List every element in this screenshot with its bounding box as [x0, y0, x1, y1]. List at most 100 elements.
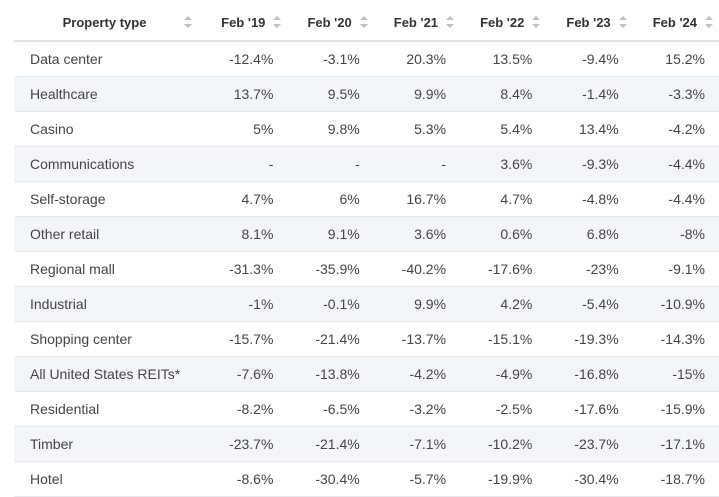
header-label: Feb '23 — [566, 14, 611, 30]
table-cell-value: -4.9% — [460, 356, 547, 392]
table-cell-value: - — [373, 146, 461, 182]
table-cell-value: 13.7% — [201, 76, 288, 112]
table-cell-value: -14.3% — [632, 321, 719, 357]
table-cell-value: -8.6% — [201, 461, 288, 497]
column-header-2[interactable]: Feb '21 — [373, 4, 461, 42]
table-cell-value: -19.9% — [460, 461, 547, 497]
table-row: Communications - - -3.6% -9.3% -4.4% — [14, 146, 719, 182]
table-cell-value: 3.6% — [460, 146, 547, 182]
header-cell-content: Feb '20 — [287, 15, 373, 30]
table-cell-value: -8.2% — [201, 391, 288, 427]
table-cell-value: -21.4% — [287, 321, 374, 357]
row-label: Residential — [14, 391, 202, 427]
table-cell-value: - — [201, 146, 288, 182]
table-cell-value: -4.2% — [632, 111, 719, 147]
table-cell-value: -6.5% — [287, 391, 374, 427]
table-cell-value: -4.4% — [632, 181, 719, 217]
row-label: Other retail — [14, 216, 202, 252]
sort-ascending-icon — [359, 16, 368, 20]
table-cell-value: -4.4% — [632, 146, 719, 182]
table-cell-value: -3.2% — [373, 391, 461, 427]
table-cell-value: -13.7% — [373, 321, 461, 357]
table-row: Residential -8.2% -6.5% -3.2% -2.5% -17.6% -15… — [14, 391, 719, 427]
table-cell-value: -8% — [632, 216, 719, 252]
sort-descending-icon — [618, 24, 627, 28]
table-row: Self-storage 4.7% 6% 16.7% 4.7% -4.8% -4.4% — [14, 181, 719, 217]
sort-arrows-icon[interactable] — [705, 16, 713, 28]
table-row: Other retail 8.1% 9.1% 3.6% 0.6% 6.8% -8% — [14, 216, 719, 252]
table-cell-value: -10.9% — [632, 286, 719, 322]
sort-arrows-icon[interactable] — [618, 16, 627, 28]
table-body: Data center -12.4% -3.1% 20.3% 13.5% -9.4% 15.… — [14, 41, 719, 497]
table-row: Data center -12.4% -3.1% 20.3% 13.5% -9.4% 15.… — [14, 41, 719, 77]
table-cell-value: 16.7% — [373, 181, 461, 217]
table-cell-value: 13.5% — [460, 41, 547, 77]
sort-ascending-icon — [273, 16, 282, 20]
table-cell-value: -15% — [632, 356, 719, 392]
table-cell-value: -19.3% — [546, 321, 633, 357]
table-row: Hotel -8.6% -30.4% -5.7% -19.9% -30.4% -18.7% — [14, 461, 719, 497]
sort-arrows-icon[interactable] — [446, 16, 455, 28]
header-cell-content: Feb '24 — [633, 15, 719, 30]
sort-arrows-icon[interactable] — [532, 16, 541, 28]
table-cell-value: 9.1% — [287, 216, 374, 252]
table-cell-value: 9.5% — [287, 76, 374, 112]
column-header-property-type[interactable]: Property type — [14, 4, 202, 42]
sort-arrows-icon[interactable] — [359, 16, 368, 28]
table-cell-value: -7.1% — [373, 426, 461, 462]
table-cell-value: 0.6% — [460, 216, 547, 252]
column-header-5[interactable]: Feb '24 — [632, 4, 719, 42]
table-row: All United States REITs* -7.6% -13.8% -4.2%… — [14, 356, 719, 392]
row-label: Data center — [14, 41, 202, 77]
sort-ascending-icon — [705, 16, 713, 20]
header-label: Feb '19 — [221, 14, 266, 30]
table-cell-value: -5.7% — [373, 461, 461, 497]
table-cell-value: -7.6% — [201, 356, 288, 392]
row-label: Industrial — [14, 286, 202, 322]
column-header-4[interactable]: Feb '23 — [546, 4, 633, 42]
table-cell-value: -23% — [546, 251, 633, 287]
table-cell-value: -4.8% — [546, 181, 633, 217]
table-cell-value: 15.2% — [632, 41, 719, 77]
table-cell-value: -23.7% — [201, 426, 288, 462]
row-label: All United States REITs* — [14, 356, 202, 392]
table-cell-value: -30.4% — [287, 461, 374, 497]
property-returns-table: Property type Feb '19 Feb '20 Feb '21 Feb '2… — [14, 4, 719, 497]
table-cell-value: -17.6% — [546, 391, 633, 427]
table-row: Shopping center -15.7% -21.4% -13.7% -15.1% -… — [14, 321, 719, 357]
table-cell-value: -9.4% — [546, 41, 633, 77]
table-cell-value: 13.4% — [546, 111, 633, 147]
table-cell-value: -10.2% — [460, 426, 547, 462]
table-cell-value: 9.9% — [373, 286, 461, 322]
table-cell-value: -18.7% — [632, 461, 719, 497]
row-label: Healthcare — [14, 76, 202, 112]
row-label: Shopping center — [14, 321, 202, 357]
header-cell-content: Property type — [14, 15, 201, 30]
table-cell-value: -15.7% — [201, 321, 288, 357]
table-cell-value: -31.3% — [201, 251, 288, 287]
column-header-1[interactable]: Feb '20 — [287, 4, 374, 42]
column-header-3[interactable]: Feb '22 — [460, 4, 547, 42]
header-label: Feb '22 — [480, 14, 525, 30]
table-cell-value: - — [287, 146, 374, 182]
table-cell-value: 6.8% — [546, 216, 633, 252]
row-label: Regional mall — [14, 251, 202, 287]
table-cell-value: -30.4% — [546, 461, 633, 497]
row-label: Communications — [14, 146, 202, 182]
sort-descending-icon — [359, 24, 368, 28]
table-cell-value: -35.9% — [287, 251, 374, 287]
header-cell-content: Feb '23 — [546, 15, 632, 30]
sort-descending-icon — [446, 24, 455, 28]
table-cell-value: -9.3% — [546, 146, 633, 182]
table-cell-value: -0.1% — [287, 286, 374, 322]
table-cell-value: -5.4% — [546, 286, 633, 322]
column-header-0[interactable]: Feb '19 — [201, 4, 288, 42]
header-label: Feb '20 — [307, 14, 352, 30]
table-cell-value: -3.1% — [287, 41, 374, 77]
sort-arrows-icon[interactable] — [184, 16, 193, 28]
sort-arrows-icon[interactable] — [273, 16, 282, 28]
row-label: Casino — [14, 111, 202, 147]
table-header: Property type Feb '19 Feb '20 Feb '21 Feb '2… — [14, 4, 719, 42]
table-cell-value: 3.6% — [373, 216, 461, 252]
